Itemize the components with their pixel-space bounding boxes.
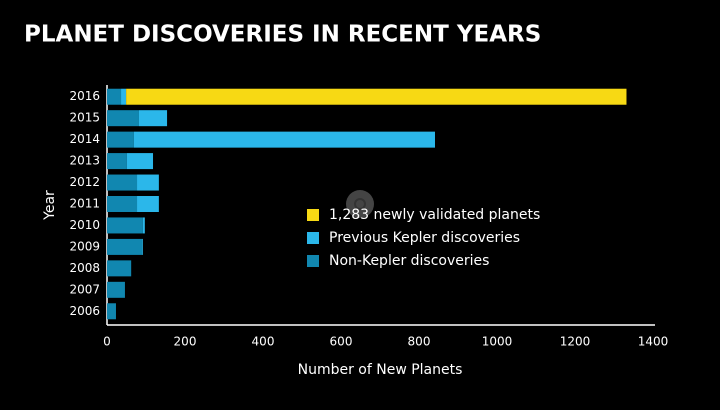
bar xyxy=(121,88,127,105)
x-tick-label: 600 xyxy=(330,335,353,349)
bar xyxy=(126,153,154,170)
y-tick-label: 2008 xyxy=(69,261,100,275)
bar xyxy=(137,196,159,212)
bar xyxy=(138,110,168,127)
y-tick-label: 2012 xyxy=(69,175,100,189)
bar xyxy=(107,110,139,127)
bar xyxy=(107,281,125,298)
y-tick-label: 2015 xyxy=(69,111,100,125)
bar xyxy=(107,303,116,320)
bar xyxy=(133,131,435,148)
bar xyxy=(107,217,143,234)
legend-label: Previous Kepler discoveries xyxy=(329,230,520,246)
bar xyxy=(107,174,138,191)
x-tick-label: 1000 xyxy=(482,335,513,349)
legend-label: 1,283 newly validated planets xyxy=(329,207,540,223)
y-tick-label: 2009 xyxy=(69,239,100,253)
y-tick-label: 2016 xyxy=(69,89,100,103)
x-tick-label: 1200 xyxy=(560,335,591,349)
y-tick-label: 2014 xyxy=(69,132,100,146)
cursor-dot xyxy=(354,198,366,210)
bar xyxy=(107,196,138,212)
bar xyxy=(137,174,159,191)
x-axis-label: Number of New Planets xyxy=(298,362,463,378)
bar xyxy=(107,153,127,170)
x-tick-label: 400 xyxy=(252,335,275,349)
bar xyxy=(107,260,132,277)
y-tick-label: 2011 xyxy=(69,197,100,211)
x-tick-label: 200 xyxy=(174,335,197,349)
bar xyxy=(107,238,143,255)
bar xyxy=(107,88,122,105)
x-tick-label: 800 xyxy=(408,335,431,349)
y-tick-label: 2010 xyxy=(69,218,100,232)
cursor xyxy=(346,190,374,218)
bar xyxy=(126,88,627,105)
y-axis-label: Year xyxy=(42,190,58,221)
bar xyxy=(107,131,134,148)
y-tick-label: 2007 xyxy=(69,282,100,296)
x-tick-label: 0 xyxy=(103,335,111,349)
bar xyxy=(142,238,143,255)
legend-swatch xyxy=(307,209,319,221)
y-tick-label: 2006 xyxy=(69,304,100,318)
x-tick-label: 1400 xyxy=(638,335,669,349)
y-tick-label: 2013 xyxy=(69,154,100,168)
legend-swatch xyxy=(307,232,319,244)
legend-label: Non-Kepler discoveries xyxy=(329,253,489,269)
chart-title: PLANET DISCOVERIES IN RECENT YEARS xyxy=(24,22,541,48)
legend-swatch xyxy=(307,255,319,267)
bar xyxy=(142,217,145,234)
